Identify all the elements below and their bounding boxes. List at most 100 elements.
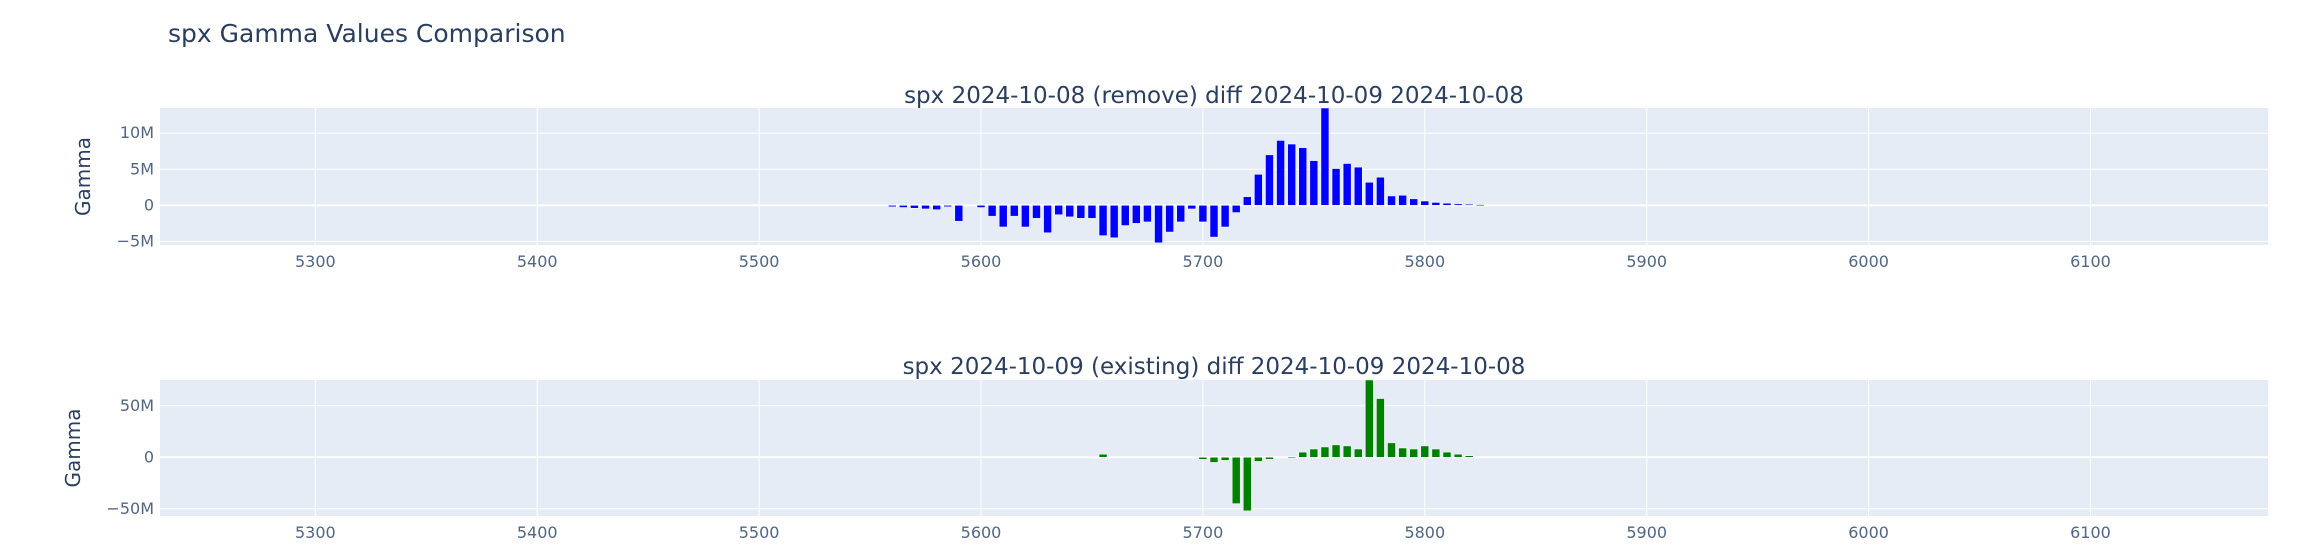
bar [1021, 205, 1030, 228]
x-tick-label: 6000 [1848, 252, 1889, 271]
y-tick-label: −5M [117, 231, 154, 250]
bar [1287, 457, 1296, 459]
bar [1198, 457, 1208, 460]
bar [1365, 182, 1374, 206]
bar [1387, 195, 1396, 206]
y-tick-label: 0 [144, 447, 154, 466]
x-tick-label: 5700 [1183, 523, 1224, 542]
bar [1220, 205, 1230, 228]
bar [1076, 205, 1086, 219]
bar [1187, 205, 1197, 210]
subplot-2: 5300 5400 5500 5600 5700 5800 5900 6000 6100 −50M… [61, 354, 2268, 542]
x-tick-label: 6100 [2070, 252, 2111, 271]
bar [1231, 205, 1241, 213]
y-tick-label: 50M [120, 396, 154, 415]
bar [1464, 455, 1474, 458]
figure-title: spx Gamma Values Comparison [168, 19, 566, 48]
bar [1409, 198, 1418, 206]
x-tick-label: 6000 [1848, 523, 1889, 542]
bar [1120, 205, 1130, 226]
bar [1320, 107, 1330, 206]
bar [1265, 457, 1274, 460]
x-tick-label: 6100 [2070, 523, 2111, 542]
bar [943, 205, 952, 208]
bar [899, 205, 908, 208]
y-tick-label: 10M [120, 123, 154, 142]
bar [1353, 166, 1363, 206]
y-axis-label: Gamma [71, 137, 95, 216]
bar [921, 205, 930, 210]
bar [1132, 205, 1141, 224]
bar [1398, 194, 1407, 206]
bar [1010, 205, 1019, 217]
bar [1054, 205, 1063, 215]
bar [1243, 457, 1252, 512]
x-tick-label: 5900 [1626, 252, 1667, 271]
bar [1442, 451, 1452, 458]
bar [1376, 398, 1385, 458]
subplot-title: spx 2024-10-09 (existing) diff 2024-10-0… [903, 354, 1526, 380]
bar [1420, 200, 1430, 206]
y-tick-label: −50M [106, 499, 154, 518]
bar [910, 205, 919, 209]
subplot-1: 5300 5400 5500 5600 5700 5800 5900 6000 6100 −5M 0… [71, 83, 2268, 271]
bar [1353, 448, 1363, 458]
y-tick-label: 5M [130, 159, 154, 178]
bar [954, 205, 964, 222]
bar [1265, 154, 1274, 206]
bar [1453, 453, 1463, 458]
x-tick-label: 5400 [517, 523, 558, 542]
bar [1209, 457, 1219, 463]
bar [1431, 202, 1441, 206]
bar [1331, 444, 1341, 458]
series-1 [1098, 379, 1474, 512]
bar [1065, 205, 1075, 218]
x-tick-label: 5600 [961, 252, 1002, 271]
subplot-title: spx 2024-10-08 (remove) diff 2024-10-09 … [904, 83, 1524, 109]
bar [1331, 168, 1341, 206]
bar [1342, 163, 1352, 206]
bar [1231, 457, 1241, 504]
bar [1287, 143, 1296, 206]
x-tick-label: 5900 [1626, 523, 1667, 542]
bar [1176, 205, 1185, 223]
bar [987, 205, 997, 217]
bar [1320, 446, 1330, 458]
bar [1198, 205, 1208, 223]
bar [1243, 196, 1252, 206]
bar [1098, 205, 1108, 236]
bar [1098, 453, 1108, 458]
bar [1043, 205, 1052, 233]
x-tick-label: 5700 [1183, 252, 1224, 271]
y-tick-label: 0 [144, 195, 154, 214]
bar [1431, 448, 1441, 458]
bar [1276, 140, 1285, 206]
bar [1254, 174, 1263, 206]
bar [1298, 451, 1308, 458]
x-tick-label: 5500 [739, 523, 780, 542]
x-tick-label: 5400 [517, 252, 558, 271]
bar [1376, 176, 1385, 206]
x-tick-label: 5300 [295, 523, 336, 542]
bar [1387, 442, 1396, 458]
bar [1220, 457, 1230, 461]
bar [998, 205, 1008, 228]
y-axis-label: Gamma [61, 409, 85, 488]
bar [1165, 205, 1174, 233]
bar [976, 205, 986, 208]
bar [1342, 445, 1352, 458]
bar [1109, 205, 1119, 239]
bar [1476, 204, 1485, 206]
bar [932, 205, 941, 210]
bar [1420, 445, 1430, 458]
x-tick-label: 5300 [295, 252, 336, 271]
bar [1398, 447, 1407, 458]
bar [1409, 448, 1418, 458]
x-tick-label: 5500 [739, 252, 780, 271]
bar [1453, 203, 1463, 206]
bar [1143, 205, 1152, 223]
x-tick-label: 5800 [1404, 252, 1445, 271]
bar [1365, 379, 1374, 458]
bar [1442, 202, 1452, 206]
